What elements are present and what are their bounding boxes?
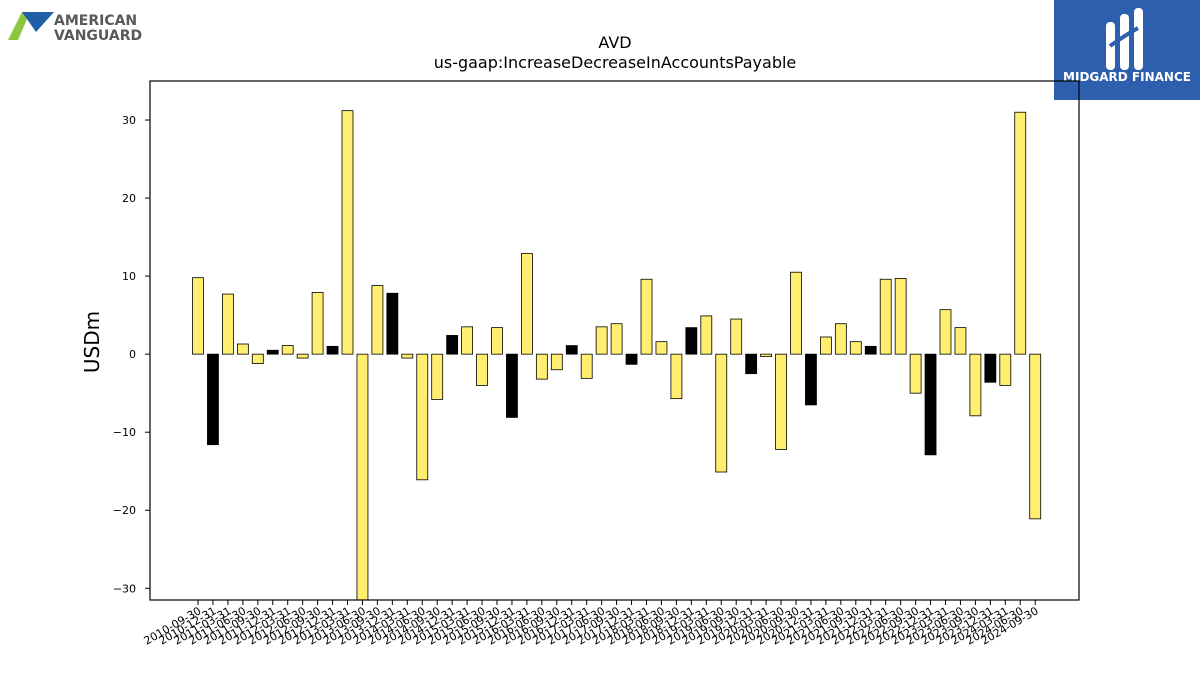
bar-2017-12-31 (625, 353, 638, 365)
logo-green-swoosh (8, 12, 30, 40)
bar-2018-06-30 (655, 341, 668, 355)
bar-2017-03-31 (580, 353, 593, 379)
logo-blue-flag (22, 12, 54, 32)
bar-2011-06-30 (236, 343, 249, 355)
y-tick-label: 20 (122, 192, 136, 205)
bar-2015-12-31 (506, 353, 518, 418)
y-tick-label: −20 (113, 504, 136, 517)
bar-2010-09-30 (192, 277, 204, 355)
bar-2015-06-30 (476, 353, 488, 386)
bar-2024-03-31 (999, 353, 1012, 386)
bar-2019-06-30 (715, 353, 728, 473)
bar-2014-12-31 (446, 335, 459, 355)
x-ticks-group: 2010-09-302010-12-312011-03-312011-06-30… (142, 600, 1041, 648)
y-tick-label: −10 (113, 426, 136, 439)
bar-2010-12-31 (207, 353, 219, 446)
midgard-finance-logo: MIDGARD FINANCE (1054, 0, 1200, 100)
bar-2013-09-30 (371, 285, 384, 355)
bar-2019-09-30 (730, 318, 743, 355)
bar-2023-09-30 (969, 353, 982, 417)
y-tick-label: 0 (129, 348, 136, 361)
bar-2012-09-30 (311, 292, 324, 355)
bar-2017-09-30 (610, 323, 623, 355)
bar-2020-03-31 (760, 353, 772, 357)
bar-2016-03-31 (521, 253, 533, 355)
bar-2021-06-30 (834, 323, 847, 355)
bar-2013-06-30 (356, 353, 369, 601)
bar-2016-06-30 (535, 353, 548, 380)
bar-2014-03-31 (401, 353, 414, 359)
bar-2020-06-30 (775, 353, 787, 450)
chart-title: AVD (598, 33, 631, 52)
logo-line2: VANGUARD (54, 28, 142, 44)
logo-line1: AMERICAN (54, 13, 137, 29)
bar-2012-03-31 (281, 345, 294, 355)
bar-2021-09-30 (849, 341, 862, 355)
bar-2016-12-31 (565, 345, 578, 355)
bar-2013-12-31 (386, 292, 399, 355)
midgard-logo-graphic: MIDGARD FINANCE (1063, 8, 1191, 84)
bar-2016-09-30 (550, 353, 563, 371)
y-tick-label: 10 (122, 270, 136, 283)
american-vanguard-logo: AMERICAN VANGUARD (8, 12, 142, 44)
bar-2023-06-30 (954, 327, 967, 355)
bar-2018-12-31 (685, 327, 698, 355)
bar-2021-03-31 (820, 336, 832, 355)
bar-2022-09-30 (909, 353, 922, 394)
bar-2022-06-30 (894, 278, 907, 355)
y-tick-label: −30 (113, 582, 136, 595)
bar-2024-06-30 (1014, 111, 1027, 355)
bar-2021-12-31 (864, 345, 877, 355)
y-ticks-group: −30 −20 −10 0 10 20 30 (113, 114, 150, 595)
bar-2023-03-31 (939, 309, 952, 355)
bars-group (192, 110, 1042, 601)
bar-2023-12-31 (984, 353, 997, 383)
bar-2011-03-31 (221, 293, 234, 355)
midgard-logo-text: MIDGARD FINANCE (1063, 70, 1191, 84)
y-axis-label: USDm (80, 311, 104, 373)
bar-2020-12-31 (805, 353, 817, 406)
bar-2017-06-30 (595, 326, 608, 355)
bar-2024-09-30 (1029, 353, 1042, 520)
bar-2012-12-31 (326, 345, 339, 355)
bar-2014-09-30 (431, 353, 444, 400)
bar-2011-12-31 (266, 349, 279, 355)
bar-2022-12-31 (924, 353, 937, 456)
bar-2014-06-30 (416, 353, 429, 481)
plot-frame (149, 80, 1080, 601)
bar-2019-03-31 (700, 315, 713, 355)
y-tick-label: 30 (122, 114, 136, 127)
bar-2011-09-30 (251, 353, 264, 364)
bar-2012-06-30 (296, 353, 309, 359)
bar-2015-09-30 (491, 327, 503, 355)
bar-2022-03-31 (879, 278, 892, 355)
bar-2019-12-31 (745, 353, 758, 375)
bar-2018-03-31 (640, 278, 653, 355)
bar-2013-03-31 (341, 110, 354, 355)
chart-subtitle: us-gaap:IncreaseDecreaseInAccountsPayabl… (434, 53, 797, 72)
bar-2020-09-30 (790, 271, 802, 355)
bar-2018-09-30 (670, 353, 683, 400)
bar-2015-03-31 (461, 326, 474, 355)
